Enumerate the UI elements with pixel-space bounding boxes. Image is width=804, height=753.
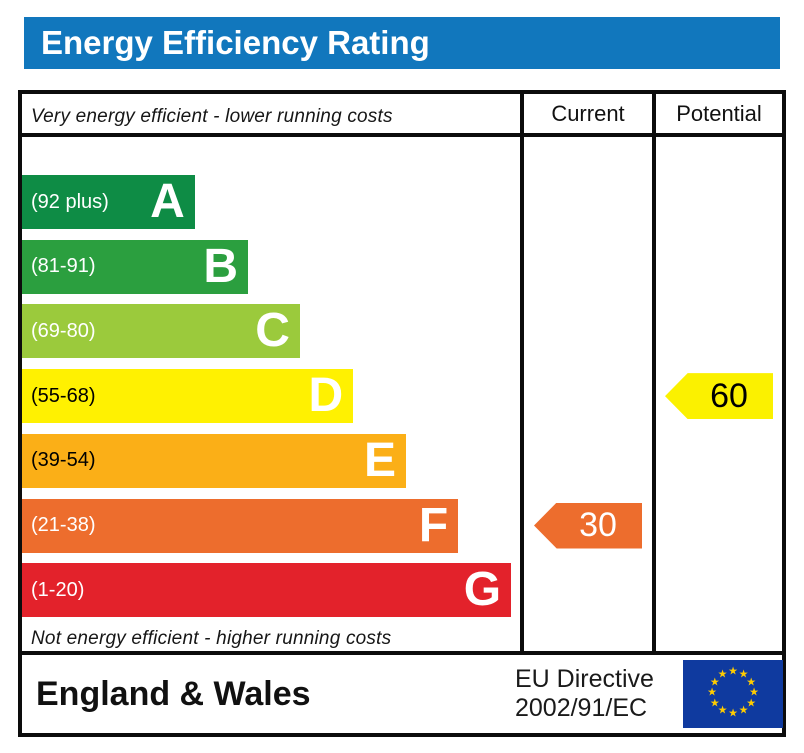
eu-flag-icon: ★ ★ ★ ★ ★ ★ ★ ★ ★ ★ ★ ★ <box>683 660 783 728</box>
column-divider-current <box>520 94 524 651</box>
band-range-label: (1-20) <box>31 578 85 601</box>
eu-star-icon: ★ <box>707 686 717 699</box>
band-letter: C <box>255 304 290 358</box>
current-rating-arrow: 30 <box>534 502 642 549</box>
eu-star-icon: ★ <box>717 668 728 681</box>
band-range-label: (55-68) <box>31 384 96 407</box>
band-G: (1-20) G <box>22 563 512 618</box>
footer-bar: England & Wales EU Directive 2002/91/EC … <box>18 651 786 737</box>
current-rating-value: 30 <box>579 506 617 544</box>
potential-rating-value: 60 <box>710 376 748 415</box>
band-range-label: (92 plus) <box>31 190 109 213</box>
eu-directive-line2: 2002/91/EC <box>515 694 648 722</box>
band-range-label: (81-91) <box>31 255 96 278</box>
band-letter: E <box>363 433 396 487</box>
column-header-potential: Potential <box>676 101 762 126</box>
header-row-divider <box>22 133 782 137</box>
band-D: (55-68) D <box>22 369 354 424</box>
eu-star-icon: ★ <box>717 704 728 717</box>
region-label: England & Wales <box>36 675 311 713</box>
band-range-label: (39-54) <box>31 449 96 472</box>
eu-star-icon: ★ <box>728 707 738 720</box>
eu-directive-line1: EU Directive <box>515 665 654 693</box>
eu-directive-label: EU Directive 2002/91/EC <box>515 665 654 723</box>
band-range-label: (69-80) <box>31 319 96 342</box>
column-header-current: Current <box>551 101 625 126</box>
band-C: (69-80) C <box>22 304 300 359</box>
eu-star-icon: ★ <box>746 676 757 688</box>
page-title: Energy Efficiency Rating <box>41 24 430 61</box>
band-letter: A <box>150 175 185 228</box>
band-F: (21-38) F <box>22 498 459 553</box>
band-letter: D <box>308 369 344 423</box>
eu-star-icon: ★ <box>709 676 720 688</box>
band-A: (92 plus) A <box>22 175 195 229</box>
band-letter: G <box>463 563 502 617</box>
eu-star-icon: ★ <box>738 668 749 681</box>
band-range-label: (21-38) <box>31 514 96 536</box>
band-letter: F <box>418 498 449 552</box>
band-B: (81-91) B <box>22 239 249 294</box>
eu-star-icon: ★ <box>749 686 759 699</box>
eu-star-icon: ★ <box>746 697 757 709</box>
band-letter: B <box>203 239 239 293</box>
band-E: (39-54) E <box>22 433 406 488</box>
potential-rating-arrow: 60 <box>665 373 773 420</box>
title-bar: Energy Efficiency Rating <box>24 17 780 69</box>
bands-region: (92 plus) A (81-91) B (69-80) C (55-68) D (39-54… <box>22 94 520 651</box>
column-divider-potential <box>652 94 656 651</box>
eu-star-icon: ★ <box>738 704 749 717</box>
caption-not-efficient: Not energy efficient - higher running co… <box>31 628 392 649</box>
eu-star-icon: ★ <box>728 665 738 678</box>
eu-star-icon: ★ <box>709 697 720 709</box>
rating-table: Current Potential Very energy efficient … <box>18 90 786 655</box>
caption-very-efficient: Very energy efficient - lower running co… <box>31 106 393 127</box>
